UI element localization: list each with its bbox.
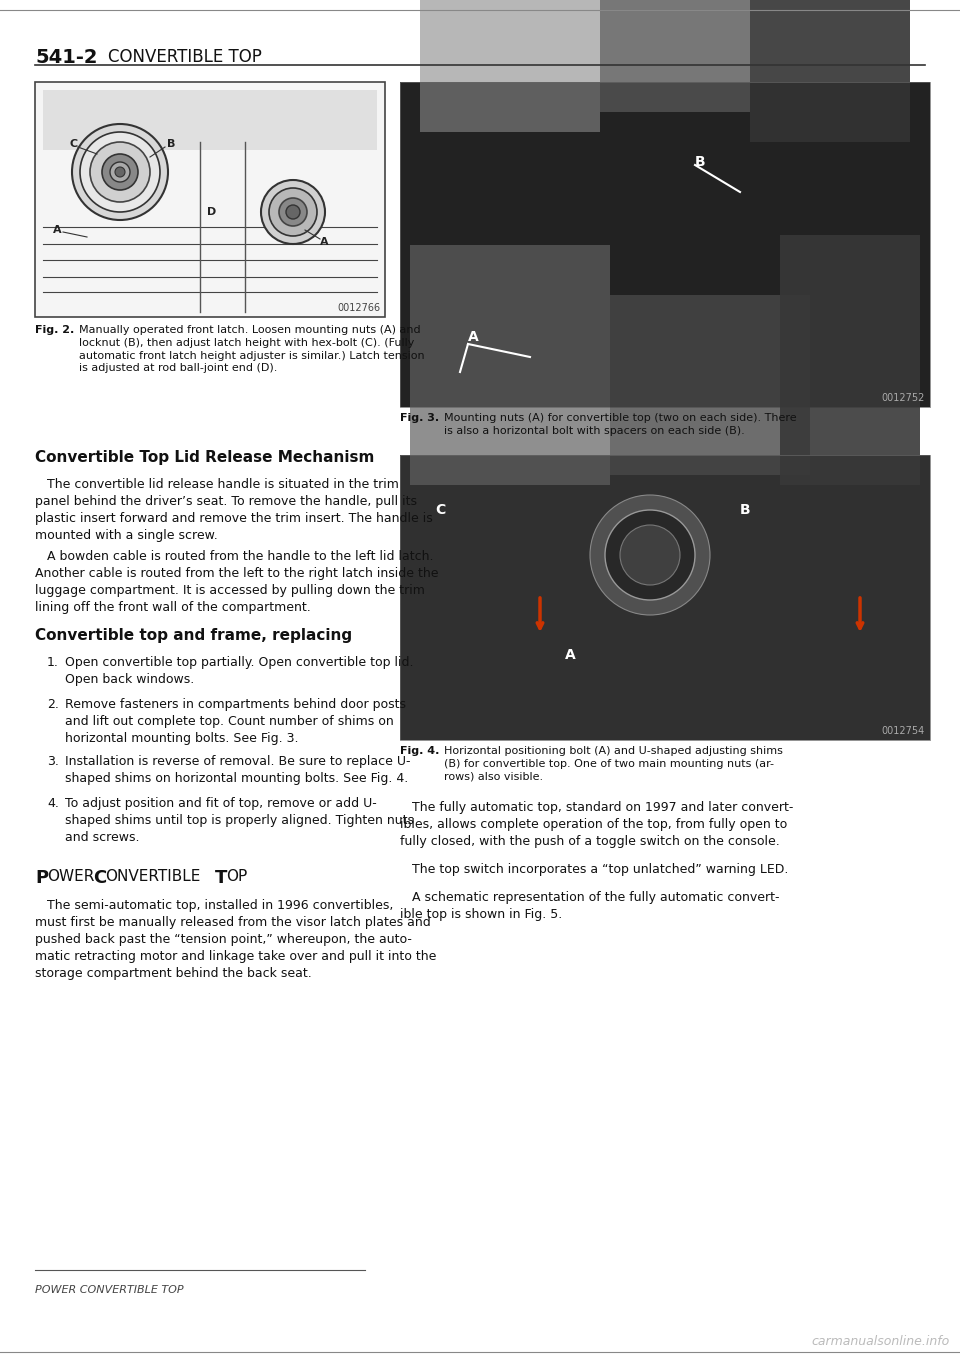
Bar: [610, 294, 810, 475]
Text: Open convertible top partially. Open convertible top lid.
Open back windows.: Open convertible top partially. Open con…: [65, 655, 414, 687]
Text: To adjust position and fit of top, remove or add U-
shaped shims until top is pr: To adjust position and fit of top, remov…: [65, 797, 414, 844]
Text: 0012766: 0012766: [337, 303, 380, 313]
Text: Fig. 3.: Fig. 3.: [400, 413, 439, 423]
Circle shape: [269, 189, 317, 236]
Bar: [400, 455, 930, 740]
Text: B: B: [695, 155, 706, 170]
Text: 541-2: 541-2: [35, 47, 98, 66]
Text: A: A: [53, 225, 61, 235]
Circle shape: [102, 153, 138, 190]
Text: Mounting nuts (A) for convertible top (two on each side). There
is also a horizo: Mounting nuts (A) for convertible top (t…: [444, 413, 797, 436]
Bar: [780, 235, 920, 484]
Text: Fig. 4.: Fig. 4.: [400, 746, 440, 756]
Text: The top switch incorporates a “top unlatched” warning LED.: The top switch incorporates a “top unlat…: [400, 863, 788, 877]
Text: 2.: 2.: [47, 697, 59, 711]
Text: The semi-automatic top, installed in 1996 convertibles,
must first be manually r: The semi-automatic top, installed in 199…: [35, 898, 437, 980]
Bar: [400, 455, 930, 740]
Text: C: C: [93, 868, 107, 887]
Text: D: D: [207, 208, 216, 217]
Text: Horizontal positioning bolt (A) and U-shaped adjusting shims
(B) for convertible: Horizontal positioning bolt (A) and U-sh…: [444, 746, 782, 782]
Circle shape: [590, 495, 710, 615]
Text: Fig. 2.: Fig. 2.: [35, 324, 74, 335]
Text: T: T: [215, 868, 228, 887]
Bar: [750, 0, 910, 142]
Text: OWER: OWER: [47, 868, 94, 883]
Text: P: P: [35, 868, 48, 887]
Text: 3.: 3.: [47, 754, 59, 768]
Text: 1.: 1.: [47, 655, 59, 669]
Bar: [410, 246, 610, 484]
Text: Convertible top and frame, replacing: Convertible top and frame, replacing: [35, 628, 352, 643]
Circle shape: [80, 132, 160, 212]
Text: ONVERTIBLE: ONVERTIBLE: [105, 868, 201, 883]
Text: C: C: [435, 503, 445, 517]
Circle shape: [261, 180, 325, 244]
Text: Remove fasteners in compartments behind door posts
and lift out complete top. Co: Remove fasteners in compartments behind …: [65, 697, 406, 745]
Text: The fully automatic top, standard on 1997 and later convert-
ibles, allows compl: The fully automatic top, standard on 199…: [400, 801, 793, 848]
Circle shape: [90, 142, 150, 202]
Bar: [600, 0, 750, 113]
Text: carmanualsonline.info: carmanualsonline.info: [812, 1335, 950, 1348]
Circle shape: [72, 123, 168, 220]
Bar: [400, 81, 930, 407]
Text: Manually operated front latch. Loosen mounting nuts (A) and
locknut (B), then ad: Manually operated front latch. Loosen mo…: [79, 324, 424, 373]
Text: The convertible lid release handle is situated in the trim
panel behind the driv: The convertible lid release handle is si…: [35, 478, 433, 541]
Circle shape: [279, 198, 307, 227]
Text: A schematic representation of the fully automatic convert-
ible top is shown in : A schematic representation of the fully …: [400, 892, 780, 921]
Circle shape: [110, 161, 130, 182]
Bar: [400, 81, 930, 407]
Text: POWER CONVERTIBLE TOP: POWER CONVERTIBLE TOP: [35, 1285, 183, 1295]
Bar: [43, 90, 377, 151]
Text: 4.: 4.: [47, 797, 59, 810]
Bar: [420, 0, 600, 132]
Text: A bowden cable is routed from the handle to the left lid latch.
Another cable is: A bowden cable is routed from the handle…: [35, 550, 439, 613]
Text: C: C: [70, 138, 78, 149]
Text: 0012754: 0012754: [881, 726, 925, 735]
Text: A: A: [320, 237, 328, 247]
Circle shape: [605, 510, 695, 600]
Circle shape: [115, 167, 125, 176]
Text: B: B: [740, 503, 751, 517]
Circle shape: [286, 205, 300, 218]
Text: 0012752: 0012752: [881, 394, 925, 403]
Text: Convertible Top Lid Release Mechanism: Convertible Top Lid Release Mechanism: [35, 451, 374, 465]
Text: CONVERTIBLE TOP: CONVERTIBLE TOP: [108, 47, 262, 66]
Text: Installation is reverse of removal. Be sure to replace U-
shaped shims on horizo: Installation is reverse of removal. Be s…: [65, 754, 411, 784]
Text: OP: OP: [226, 868, 248, 883]
Text: B: B: [167, 138, 176, 149]
Circle shape: [620, 525, 680, 585]
Text: A: A: [468, 330, 479, 345]
Bar: [35, 81, 385, 318]
Text: A: A: [565, 649, 576, 662]
